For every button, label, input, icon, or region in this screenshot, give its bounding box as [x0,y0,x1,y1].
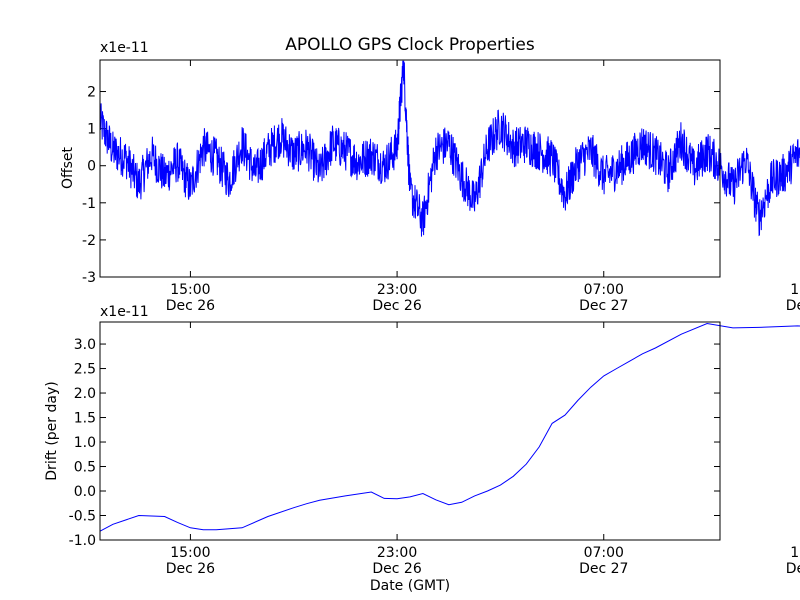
drift-y-tick-label: 2.0 [74,386,96,402]
drift-x-tick-date: Dec 26 [166,561,215,577]
offset-panel: APOLLO GPS Clock Properties x1e-11 Offse… [60,35,800,314]
offset-x-tick-time: 15:00 [790,282,800,298]
drift-x-tick-time: 23:00 [377,545,417,561]
offset-x-tick-time: 07:00 [584,282,624,298]
drift-x-tick-time: 15:00 [790,545,800,561]
offset-y-tick-label: -1 [82,196,96,212]
offset-y-tick-label: -2 [82,233,96,249]
drift-y-tick-label: 2.5 [74,362,96,378]
drift-y-axis-label: Drift (per day) [44,381,60,480]
offset-y-tick-label: -3 [82,270,96,286]
drift-panel: x1e-11 Drift (per day) Date (GMT) 3.0 2.5… [44,304,800,594]
offset-plot-frame [99,59,721,278]
drift-y-tick-label: -0.5 [69,509,96,525]
offset-y-tick-label: 2 [87,85,96,101]
drift-y-tick-label: -1.0 [69,533,96,549]
drift-y-tick-label: 0.0 [74,484,96,500]
drift-y-tick-label: 3.0 [74,337,96,353]
drift-plot-frame [99,321,721,541]
offset-y-multiplier: x1e-11 [100,40,149,56]
drift-x-tick-time: 15:00 [170,545,210,561]
drift-y-tick-label: 1.5 [74,411,96,427]
drift-y-tick-label: 0.5 [74,460,96,476]
offset-y-tick-label: 0 [87,159,96,175]
drift-x-tick-date: Dec 26 [372,561,421,577]
drift-y-multiplier: x1e-11 [100,304,149,320]
offset-y-tick-label: 1 [87,122,96,138]
offset-x-tick-time: 23:00 [377,282,417,298]
offset-x-tick-date: Dec 26 [166,298,215,314]
offset-y-axis-label: Offset [60,146,76,189]
drift-series-line [99,322,800,532]
drift-x-tick-time: 07:00 [584,545,624,561]
drift-x-tick-date: Dec 27 [786,561,800,577]
chart-title: APOLLO GPS Clock Properties [285,35,535,55]
drift-x-axis-label: Date (GMT) [370,578,450,594]
offset-x-tick-date: Dec 26 [372,298,421,314]
offset-x-tick-date: Dec 27 [579,298,628,314]
drift-y-tick-label: 1.0 [74,435,96,451]
drift-x-tick-date: Dec 27 [579,561,628,577]
offset-x-tick-time: 15:00 [170,282,210,298]
offset-x-tick-date: Dec 27 [786,298,800,314]
offset-series-line [99,60,800,237]
